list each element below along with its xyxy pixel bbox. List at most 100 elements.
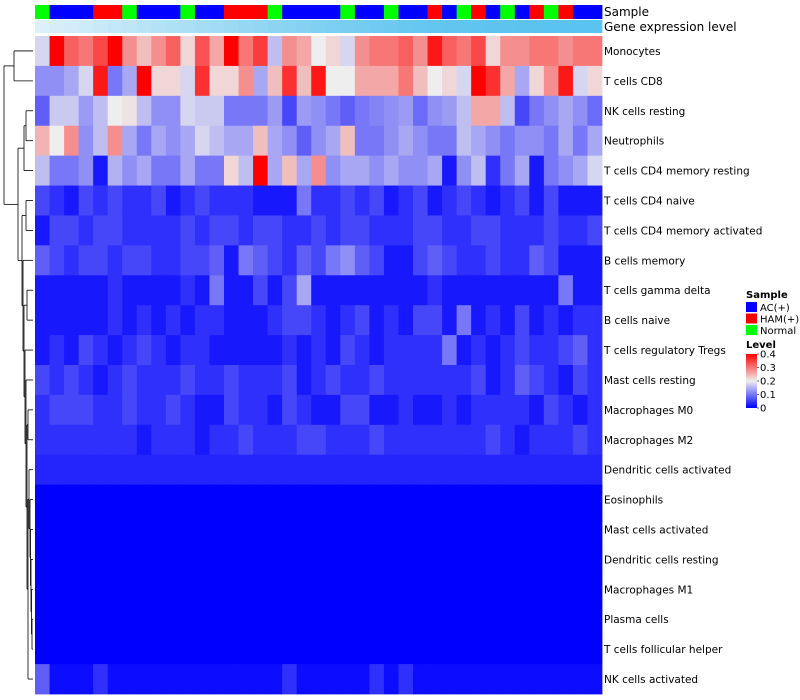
heatmap-cell [572, 544, 588, 575]
heatmap-cell [369, 574, 385, 605]
heatmap-cell [413, 454, 428, 486]
heatmap-cell [194, 95, 210, 127]
heatmap-cell [398, 424, 414, 456]
heatmap-cell [413, 634, 428, 665]
heatmap-cell [165, 604, 181, 635]
heatmap-cell [354, 424, 370, 456]
heatmap-cell [500, 604, 516, 635]
heatmap-cell [413, 155, 428, 186]
heatmap-cell [325, 365, 341, 396]
heatmap-cell [514, 484, 530, 515]
heatmap-cell [151, 634, 167, 665]
heatmap-cell [282, 634, 298, 665]
heatmap-cell [558, 664, 574, 695]
heatmap-cell [529, 544, 545, 575]
heatmap-cell [194, 664, 210, 695]
heatmap-cell [413, 95, 428, 127]
heatmap-cell [136, 275, 152, 306]
heatmap-cell [49, 125, 65, 157]
heatmap-cell [471, 155, 487, 186]
heatmap-cell [529, 394, 545, 426]
heatmap-cell [224, 604, 239, 635]
heatmap-cell [64, 185, 80, 216]
heatmap-cell [35, 335, 50, 366]
heatmap-cell [93, 604, 109, 635]
gene-expression-annotation-cell [253, 20, 269, 33]
heatmap-cell [369, 544, 385, 575]
heatmap-cell [224, 664, 239, 695]
heatmap-cell [165, 275, 181, 306]
sample-annotation-cell [151, 5, 167, 19]
heatmap-cell [107, 95, 123, 127]
heatmap-cell [282, 574, 298, 605]
heatmap-cell [529, 454, 545, 486]
sample-legend-label: Normal [760, 326, 796, 337]
heatmap-cell [180, 664, 196, 695]
sample-annotation-cell [383, 5, 399, 19]
heatmap-cell [456, 484, 472, 515]
heatmap-cell [383, 65, 399, 97]
heatmap-cell [442, 245, 458, 276]
row-label: Macrophages M1 [604, 584, 693, 596]
heatmap-cell [93, 185, 109, 216]
heatmap-cell [442, 185, 458, 216]
row-label: T cells CD4 memory resting [603, 166, 750, 178]
heatmap-cell [93, 484, 109, 515]
heatmap-cell [122, 664, 138, 695]
heatmap-cell [529, 125, 545, 157]
heatmap-cell [543, 335, 559, 366]
heatmap-cell [587, 634, 603, 665]
heatmap-cell [107, 275, 123, 306]
heatmap-cell [78, 95, 94, 127]
heatmap-cell [572, 215, 588, 246]
heatmap-cell [194, 36, 210, 67]
heatmap-cell [64, 215, 80, 246]
heatmap-cell [194, 604, 210, 635]
heatmap-cell [500, 245, 516, 276]
heatmap-cell [253, 245, 269, 276]
heatmap-cell [543, 544, 559, 575]
heatmap-cell [165, 544, 181, 575]
heatmap-cell [209, 365, 225, 396]
heatmap-cell [165, 125, 181, 157]
heatmap-cell [151, 544, 167, 575]
row-label: Neutrophils [604, 136, 664, 148]
heatmap-cell [485, 125, 501, 157]
heatmap-cell [107, 125, 123, 157]
heatmap-cell [151, 574, 167, 605]
heatmap-cell [413, 544, 428, 575]
heatmap-cell [398, 155, 414, 186]
heatmap-cell [136, 305, 152, 336]
heatmap-cell [151, 95, 167, 127]
heatmap-cell [340, 65, 356, 97]
heatmap-cells [35, 36, 603, 695]
heatmap-cell [485, 335, 501, 366]
heatmap-cell [49, 484, 65, 515]
heatmap-cell [514, 424, 530, 456]
heatmap-cell [151, 245, 167, 276]
heatmap-cell [456, 65, 472, 97]
heatmap-cell [194, 544, 210, 575]
heatmap-cell [529, 664, 545, 695]
heatmap-cell [325, 604, 341, 635]
heatmap-cell [427, 335, 443, 366]
heatmap-cell [572, 664, 588, 695]
heatmap-cell [136, 604, 152, 635]
heatmap-cell [122, 574, 138, 605]
heatmap-cell [558, 245, 574, 276]
heatmap-cell [456, 305, 472, 336]
heatmap-cell [194, 454, 210, 486]
heatmap-cell [224, 634, 239, 665]
heatmap-cell [558, 484, 574, 515]
heatmap-cell [151, 484, 167, 515]
sample-annotation-cell [267, 5, 283, 19]
gene-expression-annotation-cell [383, 20, 399, 33]
row-label: Dendritic cells activated [604, 465, 731, 477]
heatmap-cell [165, 574, 181, 605]
heatmap-cell [194, 514, 210, 545]
gene-expression-annotation-cell [427, 20, 443, 33]
heatmap-cell [238, 245, 254, 276]
heatmap-cell [340, 604, 356, 635]
heatmap-cell [514, 215, 530, 246]
